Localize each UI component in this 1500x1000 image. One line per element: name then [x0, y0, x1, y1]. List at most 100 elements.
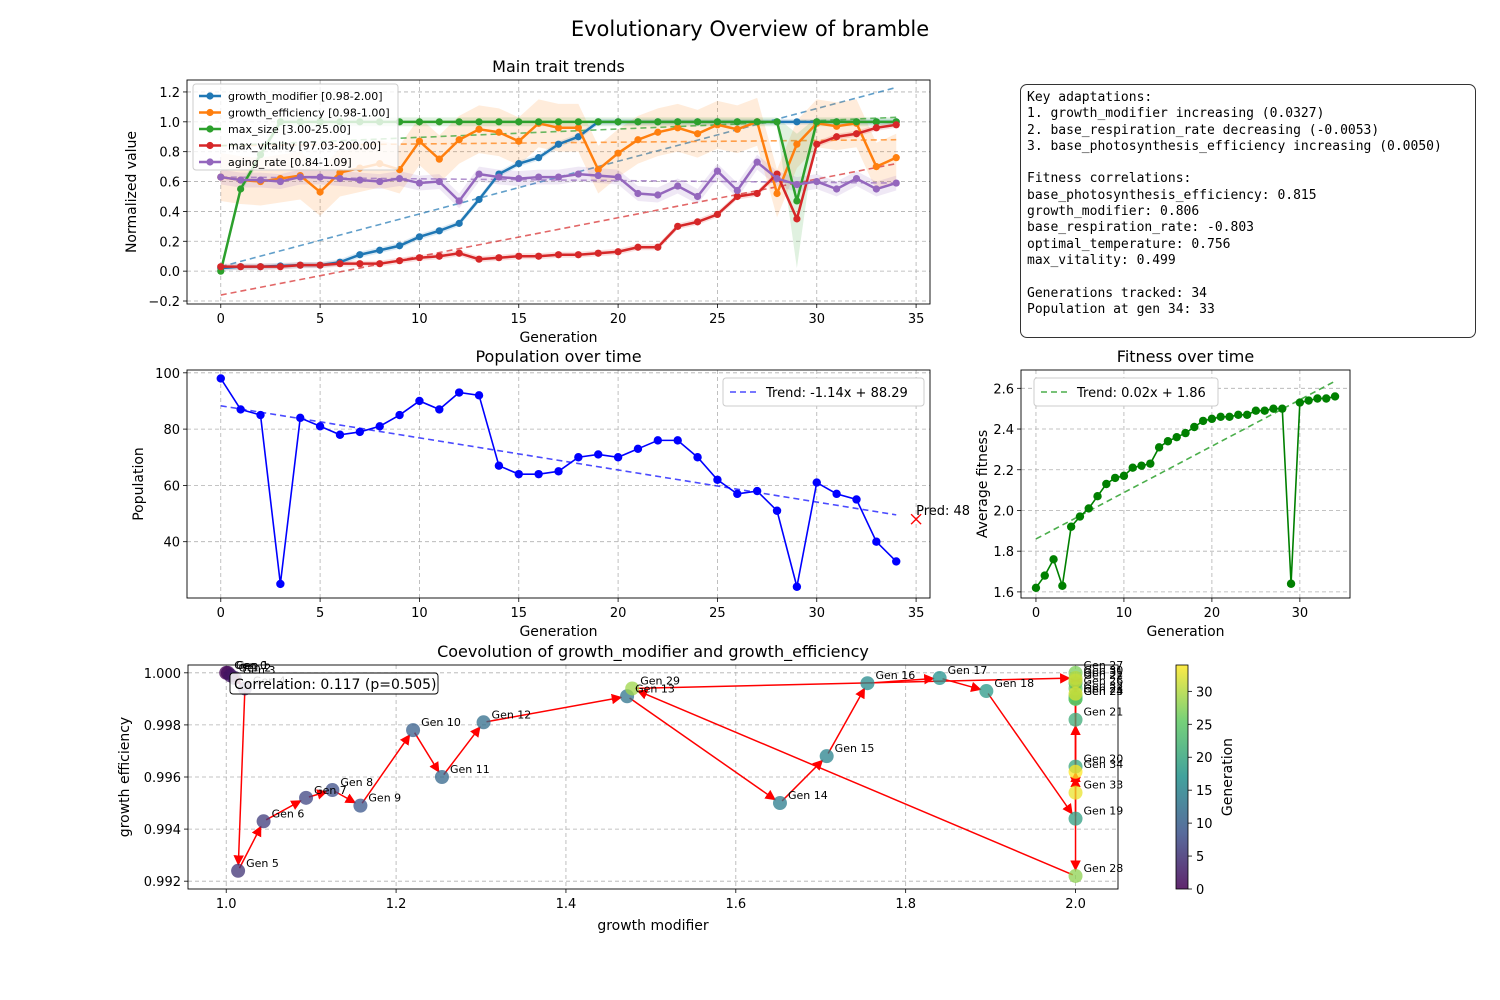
point-aging_rate: [872, 185, 880, 193]
fitness-point: [1181, 428, 1190, 438]
point-aging_rate: [535, 173, 543, 181]
point-growth_efficiency: [773, 189, 781, 198]
point-max_vitality: [654, 243, 662, 251]
point-label: Gen 24: [1084, 685, 1124, 698]
fitness-point: [1286, 579, 1296, 588]
colorbar-tick-label: 15: [1196, 784, 1213, 799]
axes-frame: [186, 369, 931, 599]
generation-arrow: [265, 800, 302, 821]
point-label: Gen 9: [368, 792, 401, 805]
fitness-point: [1102, 479, 1111, 489]
point-growth_efficiency: [336, 168, 344, 177]
population-point: [872, 537, 881, 546]
x-tick-label: 1.0: [216, 897, 237, 912]
population-point: [574, 453, 583, 462]
population-point: [375, 422, 384, 431]
point-aging_rate: [674, 182, 682, 190]
point-aging_rate: [773, 174, 781, 183]
colorbar-tick-label: 5: [1196, 850, 1204, 865]
point-max_vitality: [376, 260, 384, 268]
x-tick-label: 15: [510, 312, 527, 327]
point-growth_efficiency: [892, 154, 900, 162]
legend-entry: max_size [3.00-25.00]: [228, 123, 351, 136]
coevolution-panel: 1.0 1.2 1.4 1.6 1.8 2.0 0.992 0.994 0.996 0.998 1.…: [117, 642, 1236, 934]
y-tick-label: 1.2: [159, 86, 180, 101]
legend-entry: Trend: -1.14x + 88.29: [765, 386, 908, 401]
point-growth_efficiency: [634, 136, 642, 144]
x-axis-label: Generation: [519, 624, 597, 640]
point-growth_modifier: [515, 160, 523, 168]
fitness-point: [1031, 583, 1041, 593]
generation-arrow: [827, 687, 866, 754]
correlation-label: Correlation: 0.117 (p=0.505): [234, 677, 437, 693]
point-label: Gen 33: [1084, 779, 1124, 792]
generation-point: [231, 863, 246, 878]
population-point: [613, 453, 623, 462]
population-point: [296, 413, 305, 423]
generation-point: [932, 671, 947, 686]
correlation-line: base_respiration_rate: -0.803: [1027, 220, 1254, 236]
y-tick-label: 0.992: [144, 875, 181, 890]
legend-marker: [206, 141, 214, 150]
point-growth_modifier: [574, 133, 582, 141]
point-label: Gen 5: [246, 857, 279, 870]
point-max_vitality: [793, 215, 801, 223]
generation-point: [256, 814, 271, 829]
population-final: Population at gen 34: 33: [1027, 301, 1215, 317]
y-tick-label: 0.996: [144, 771, 181, 786]
point-max_vitality: [574, 251, 582, 259]
prediction-label: Pred: 48: [916, 504, 970, 519]
x-axis-label: growth modifier: [597, 918, 709, 934]
point-max_size: [435, 118, 443, 126]
y-tick-label: 0.2: [159, 235, 180, 250]
generation-arrow: [781, 759, 824, 802]
fitness-point: [1216, 412, 1225, 422]
point-max_size: [535, 118, 543, 126]
point-max_vitality: [674, 222, 682, 230]
population-point: [435, 405, 444, 414]
population-point: [633, 444, 643, 454]
point-max_vitality: [395, 257, 404, 265]
point-aging_rate: [793, 180, 801, 189]
point-aging_rate: [475, 170, 483, 178]
point-aging_rate: [892, 179, 900, 187]
point-label: Gen 31: [1084, 667, 1124, 680]
population-point: [752, 486, 762, 496]
point-growth_efficiency: [733, 125, 741, 133]
point-label: Gen 12: [492, 708, 532, 721]
point-growth_modifier: [475, 195, 483, 204]
y-tick-label: 2.4: [993, 423, 1014, 438]
population-point: [554, 467, 563, 476]
point-max_size: [852, 118, 861, 126]
point-growth_efficiency: [614, 149, 622, 157]
population-point: [276, 579, 285, 589]
fitness-point: [1040, 571, 1049, 580]
point-max_vitality: [753, 189, 761, 198]
point-aging_rate: [336, 174, 344, 183]
adaptation-line: 2. base_respiration_rate decreasing (-0.…: [1027, 122, 1380, 138]
correlation-line: max_vitality: 0.499: [1027, 252, 1176, 268]
legend-entry: Trend: 0.02x + 1.86: [1076, 386, 1206, 401]
point-max_size: [574, 118, 582, 126]
y-tick-label: 0.8: [159, 146, 180, 161]
point-growth_modifier: [376, 246, 384, 254]
generation-point: [1068, 686, 1083, 701]
y-axis-label: growth efficiency: [117, 717, 133, 837]
y-axis-label: Population: [131, 447, 147, 521]
generation-arrow: [361, 734, 411, 804]
fitness-point: [1172, 432, 1181, 442]
x-tick-label: 35: [908, 606, 925, 621]
x-tick-label: 0: [217, 606, 225, 621]
point-label: Gen 28: [1084, 862, 1124, 875]
x-tick-label: 5: [316, 312, 324, 327]
point-max_vitality: [237, 263, 245, 271]
population-point: [832, 489, 841, 499]
fitness-point: [1330, 392, 1340, 401]
generation-point: [979, 684, 994, 699]
fitness-point: [1242, 410, 1252, 419]
panel-title: Coevolution of growth_modifier and growt…: [437, 642, 869, 662]
point-growth_modifier: [415, 233, 424, 241]
point-label: Gen 19: [1084, 805, 1124, 818]
legend-entry: growth_efficiency [0.98-1.00]: [228, 107, 390, 120]
y-axis-label: Normalized value: [124, 131, 140, 253]
